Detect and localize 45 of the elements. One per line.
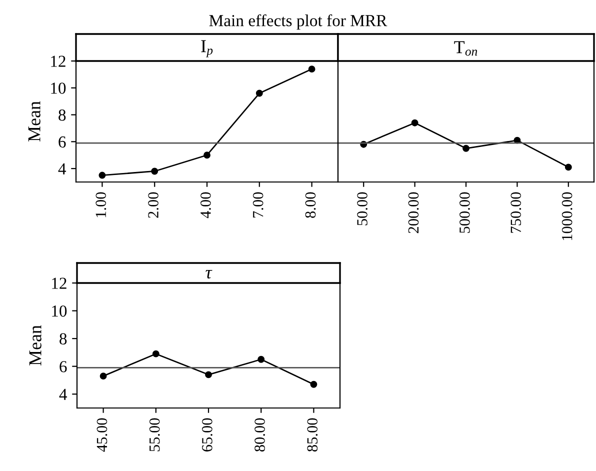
- point: [204, 152, 210, 159]
- x-tick-label: 80.00: [254, 418, 265, 452]
- point: [514, 136, 521, 144]
- y-tick-label: 10: [52, 305, 67, 317]
- x-tick-label: 50.00: [357, 192, 368, 226]
- x-tick-label: 4.00: [200, 192, 211, 218]
- point: [151, 168, 158, 175]
- x-tick-label: 1000.00: [562, 192, 572, 240]
- x-tick-label: 500.00: [460, 192, 470, 233]
- y-tick-label: 6: [60, 361, 67, 372]
- y-tick-label: 6: [58, 136, 66, 148]
- x-tick-label: 85.00: [307, 418, 318, 452]
- x-tick-label: 65.00: [202, 418, 212, 452]
- point: [310, 380, 318, 388]
- x-tick-label: 7.00: [252, 192, 264, 218]
- y-tick-label: 8: [60, 333, 67, 344]
- chart-title: I$_{p}$: [201, 40, 213, 58]
- y-tick-label: 8: [58, 109, 66, 121]
- point: [411, 119, 418, 126]
- point: [152, 350, 160, 358]
- point: [256, 90, 263, 97]
- y-tick-label: 4: [59, 388, 68, 400]
- x-tick-label: 55.00: [149, 418, 160, 452]
- chart-title: τ: [206, 270, 212, 279]
- point: [205, 371, 212, 378]
- y-tick-label: 10: [51, 82, 66, 94]
- y-tick-label: 12: [52, 278, 66, 289]
- x-tick-label: 1.00: [96, 192, 106, 218]
- point: [308, 66, 316, 73]
- x-tick-label: 200.00: [408, 192, 419, 234]
- chart-title: T$_{on}$: [454, 41, 478, 56]
- point: [258, 356, 265, 363]
- y-axis-title: Mean: [28, 101, 40, 142]
- point: [98, 172, 106, 179]
- point: [100, 372, 107, 380]
- x-tick-label: 750.00: [510, 192, 522, 233]
- text: Main effects plot for MRR: [209, 14, 388, 30]
- y-tick-label: 4: [58, 163, 66, 174]
- y-axis-title: Mean: [29, 325, 42, 366]
- x-tick-label: 2.00: [148, 192, 158, 218]
- y-tick-label: 12: [51, 56, 66, 67]
- point: [462, 144, 470, 152]
- x-tick-label: 45.00: [96, 418, 108, 452]
- point: [564, 164, 572, 171]
- x-tick-label: 8.00: [305, 192, 316, 218]
